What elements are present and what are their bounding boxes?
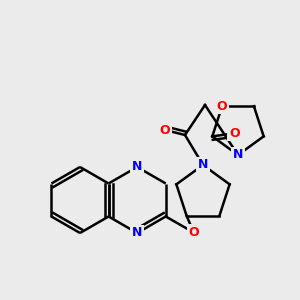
Text: N: N <box>198 158 208 172</box>
Text: N: N <box>233 148 243 161</box>
Text: O: O <box>217 100 227 113</box>
Text: N: N <box>132 160 142 173</box>
Text: O: O <box>229 127 240 140</box>
Text: O: O <box>188 226 199 239</box>
Text: O: O <box>160 124 170 136</box>
Text: N: N <box>132 226 142 239</box>
